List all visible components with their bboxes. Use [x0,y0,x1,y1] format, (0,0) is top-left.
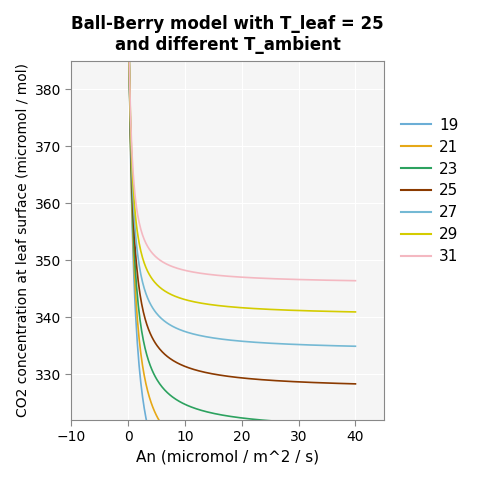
25 [329,380,335,386]
21 [250,460,256,466]
23 [329,421,335,427]
31 [250,275,256,281]
X-axis label: An (micromol / m^2 / s): An (micromol / m^2 / s) [136,450,319,465]
25 [250,376,256,382]
Line: 25: 25 [100,0,356,384]
Y-axis label: CO2 concentration at leaf surface (micromol / mol): CO2 concentration at leaf surface (micro… [15,63,29,418]
21 [353,467,359,473]
27 [313,342,319,348]
31 [249,275,255,281]
31 [254,275,260,281]
29 [250,306,256,312]
Line: 31: 31 [100,0,356,281]
31 [329,277,335,283]
23 [353,422,359,428]
Title: Ball-Berry model with T_leaf = 25
and different T_ambient: Ball-Berry model with T_leaf = 25 and di… [72,15,384,54]
21 [329,466,335,472]
Line: 23: 23 [100,0,356,425]
Line: 29: 29 [100,0,356,312]
21 [249,460,255,466]
27 [249,339,255,345]
21 [254,461,260,467]
29 [313,308,319,314]
29 [329,309,335,314]
23 [313,420,319,426]
21 [313,465,319,471]
Legend: 19, 21, 23, 25, 27, 29, 31: 19, 21, 23, 25, 27, 29, 31 [395,112,465,270]
Line: 19: 19 [100,0,356,480]
Line: 27: 27 [100,0,356,346]
29 [353,309,359,315]
Line: 21: 21 [100,0,356,470]
23 [249,416,255,422]
25 [353,381,359,387]
23 [250,416,256,422]
31 [353,278,359,284]
25 [254,376,260,382]
27 [254,339,260,345]
27 [250,339,256,345]
27 [353,343,359,349]
29 [249,306,255,312]
31 [313,277,319,283]
27 [329,343,335,348]
25 [249,376,255,382]
29 [254,306,260,312]
25 [313,380,319,385]
23 [254,417,260,422]
